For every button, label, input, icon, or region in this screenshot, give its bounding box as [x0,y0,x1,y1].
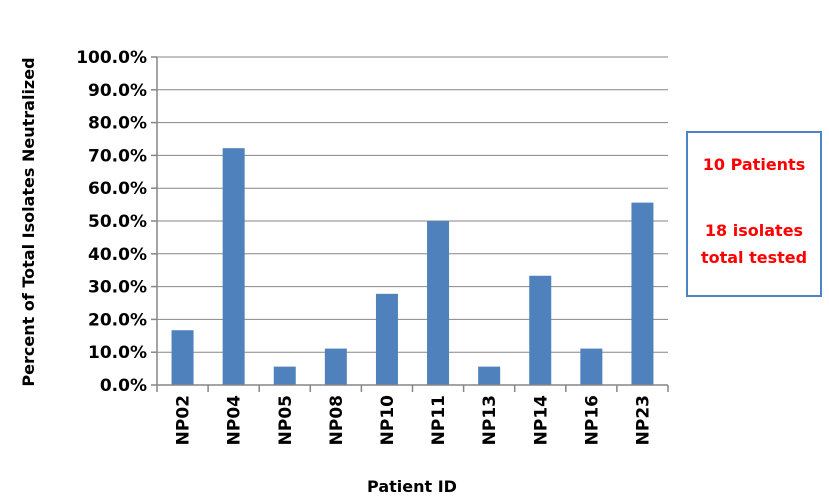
annotation-box: 10 Patients 18 isolates total tested [686,131,822,297]
y-tick-label: 20.0% [88,310,147,330]
x-tick-label-np10: NP10 [378,395,398,446]
bar-np23 [631,202,654,385]
x-tick-label-np05: NP05 [276,395,296,445]
x-tick-label-np11: NP11 [429,395,449,445]
x-tick-label-np14: NP14 [531,395,551,446]
y-tick-label: 10.0% [88,343,147,363]
y-tick-label: 90.0% [88,81,147,101]
annotation-total-tested: total tested [700,248,808,267]
bar-np13 [478,366,501,385]
x-tick-labels: NP02 NP04 NP05 NP08 NP10 NP11 NP13 NP14 NP16 NP23 [174,395,654,446]
y-axis-title: Percent of Total Isolates Neutralized [19,57,38,386]
bar-np02 [171,330,194,385]
y-tick-label: 70.0% [88,146,147,166]
bar-np05 [273,366,296,385]
x-tick-label-np02: NP02 [174,395,194,445]
x-tick-label-np23: NP23 [633,395,653,445]
y-tick-label: 40.0% [88,245,147,265]
x-axis-title: Patient ID [367,477,457,496]
bars [171,148,654,385]
y-tick-label: 0.0% [100,376,147,396]
x-tick-label-np16: NP16 [582,395,602,445]
y-tick-label: 30.0% [88,278,147,298]
bar-np08 [324,348,347,385]
x-tick-label-np13: NP13 [480,395,500,445]
x-tick-label-np04: NP04 [225,395,245,446]
bar-np11 [427,221,450,385]
y-tick-labels: 0.0% 10.0% 20.0% 30.0% 40.0% 50.0% 60.0% 70.0% 8… [76,48,147,396]
bar-np10 [375,293,398,385]
y-tick-label: 60.0% [88,179,147,199]
bar-np14 [529,275,552,385]
bar-np04 [222,148,245,385]
bar-np16 [580,348,603,385]
annotation-isolates: 18 isolates [704,221,804,240]
annotation-patients: 10 Patients [702,155,806,174]
axes [151,56,669,392]
y-tick-label: 80.0% [88,114,147,134]
y-tick-label: 50.0% [88,212,147,232]
x-tick-label-np08: NP08 [327,395,347,445]
y-tick-label: 100.0% [76,48,147,68]
